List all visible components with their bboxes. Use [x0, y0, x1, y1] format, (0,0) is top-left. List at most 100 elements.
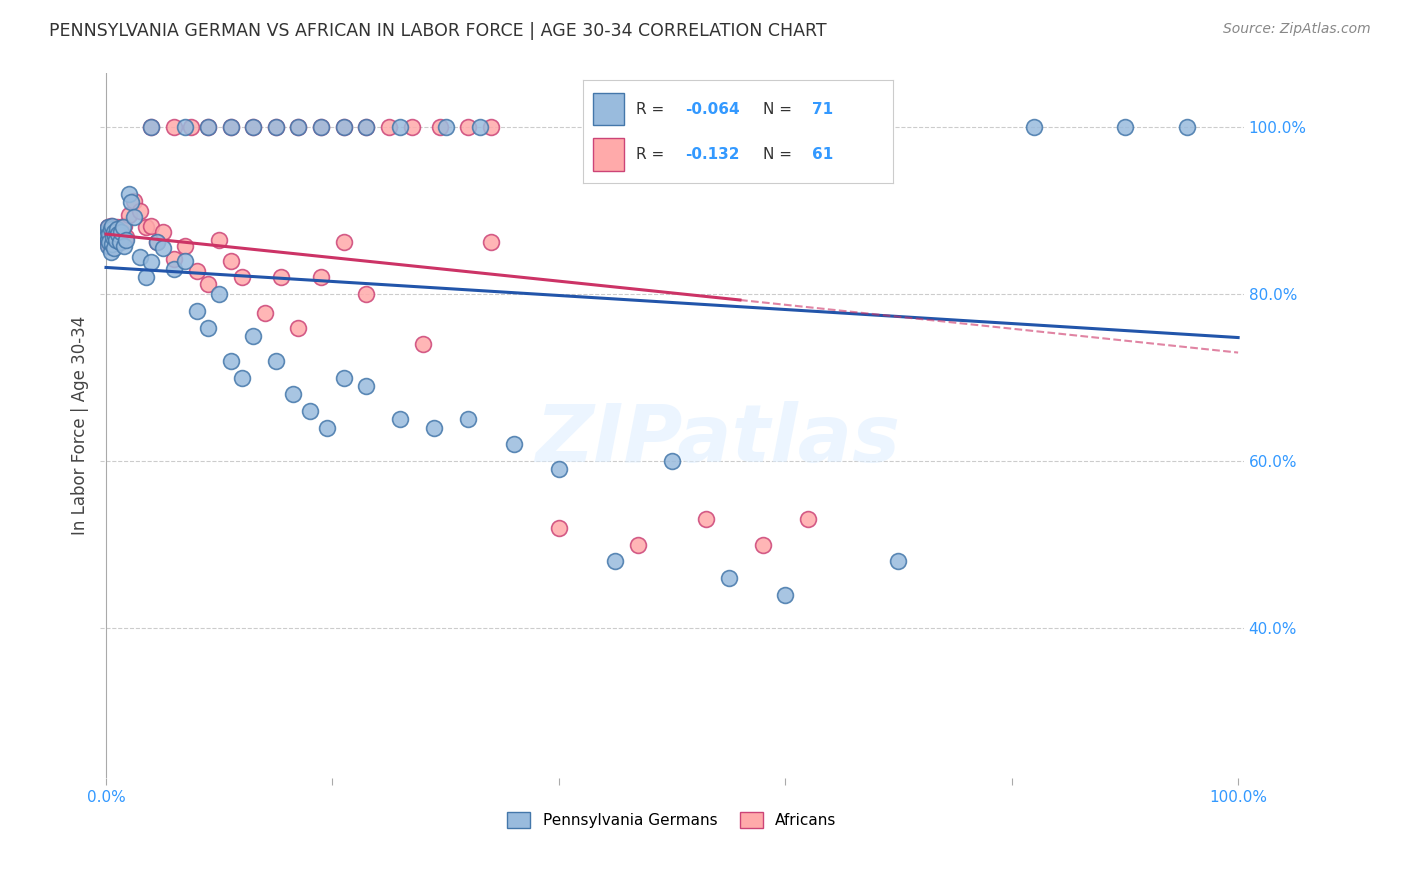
Text: ZIPatlas: ZIPatlas	[536, 401, 900, 479]
Point	[97, 220, 120, 235]
Point	[96, 228, 118, 243]
Point	[104, 228, 127, 243]
Point	[108, 235, 131, 250]
Point	[124, 194, 146, 208]
Point	[389, 120, 412, 135]
Point	[111, 220, 134, 235]
Point	[107, 227, 129, 241]
Point	[108, 235, 131, 250]
Point	[118, 186, 141, 201]
Text: N =: N =	[763, 102, 797, 117]
Point	[219, 354, 242, 368]
Point	[174, 238, 197, 252]
Point	[1175, 120, 1198, 135]
Point	[105, 222, 128, 236]
Point	[101, 230, 124, 244]
Point	[281, 387, 304, 401]
Point	[100, 222, 122, 236]
Point	[264, 120, 287, 135]
Y-axis label: In Labor Force | Age 30-34: In Labor Force | Age 30-34	[72, 316, 89, 535]
Point	[163, 120, 186, 135]
Point	[152, 225, 174, 239]
Point	[103, 238, 125, 252]
Point	[661, 454, 683, 468]
Point	[309, 120, 332, 135]
Point	[97, 235, 120, 250]
Point	[152, 241, 174, 255]
Point	[124, 211, 146, 225]
Point	[96, 230, 118, 244]
Point	[1024, 120, 1046, 135]
Text: Source: ZipAtlas.com: Source: ZipAtlas.com	[1223, 22, 1371, 37]
Point	[112, 219, 135, 233]
Point	[479, 235, 502, 250]
Point	[751, 537, 773, 551]
Point	[105, 225, 128, 239]
Point	[332, 120, 354, 135]
Point	[100, 219, 122, 233]
Point	[197, 277, 219, 292]
Point	[309, 270, 332, 285]
Point	[253, 305, 276, 319]
FancyBboxPatch shape	[593, 93, 624, 126]
Point	[103, 225, 125, 239]
Point	[356, 120, 378, 135]
Point	[174, 120, 197, 135]
Text: R =: R =	[636, 102, 669, 117]
Point	[97, 233, 120, 247]
Point	[135, 270, 157, 285]
Point	[775, 588, 797, 602]
Point	[242, 329, 264, 343]
Point	[96, 225, 118, 239]
Point	[115, 230, 138, 244]
Point	[120, 195, 142, 210]
Point	[100, 222, 122, 236]
Text: 61: 61	[813, 146, 834, 161]
Point	[231, 370, 253, 384]
Point	[129, 250, 152, 264]
Point	[457, 120, 479, 135]
Point	[98, 235, 121, 250]
Point	[118, 208, 141, 222]
Point	[197, 120, 219, 135]
Point	[219, 120, 242, 135]
Point	[887, 554, 910, 568]
Point	[264, 354, 287, 368]
Text: R =: R =	[636, 146, 673, 161]
Point	[332, 235, 354, 250]
Point	[135, 220, 157, 235]
Point	[96, 225, 118, 239]
Point	[401, 120, 423, 135]
Point	[605, 554, 627, 568]
Text: -0.064: -0.064	[686, 102, 740, 117]
Point	[429, 120, 451, 135]
Point	[242, 120, 264, 135]
Point	[547, 521, 569, 535]
Point	[315, 420, 337, 434]
Point	[695, 512, 717, 526]
Point	[105, 220, 128, 235]
Point	[208, 287, 231, 301]
Point	[129, 203, 152, 218]
Point	[287, 120, 309, 135]
Point	[100, 245, 122, 260]
Point	[100, 219, 122, 233]
Text: PENNSYLVANIA GERMAN VS AFRICAN IN LABOR FORCE | AGE 30-34 CORRELATION CHART: PENNSYLVANIA GERMAN VS AFRICAN IN LABOR …	[49, 22, 827, 40]
Point	[174, 253, 197, 268]
Point	[197, 120, 219, 135]
Point	[378, 120, 401, 135]
Point	[186, 303, 208, 318]
Point	[103, 241, 125, 255]
Point	[186, 264, 208, 278]
Point	[112, 238, 135, 252]
Point	[287, 320, 309, 334]
Point	[141, 120, 163, 135]
Point	[242, 120, 264, 135]
Point	[356, 287, 378, 301]
Point	[434, 120, 457, 135]
Point	[98, 227, 121, 241]
Point	[457, 412, 479, 426]
Point	[717, 571, 740, 585]
Point	[97, 220, 120, 235]
Point	[146, 235, 169, 250]
